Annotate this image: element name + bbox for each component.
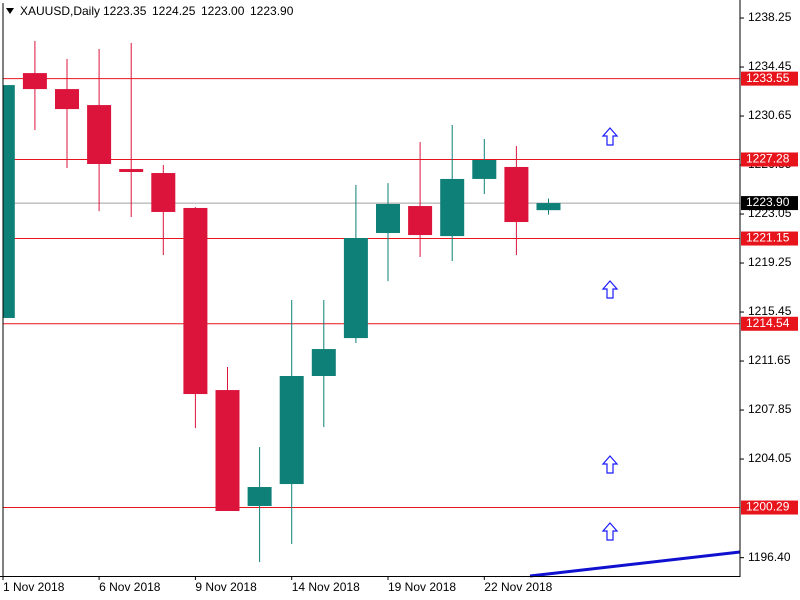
x-tick-label: 14 Nov 2018 (292, 580, 360, 594)
up-arrow (601, 455, 619, 474)
candle-body (247, 487, 272, 506)
symbol-title: XAUUSD,Daily (20, 4, 100, 18)
y-tick-label: 1196.40 (748, 550, 791, 564)
last-price-label: 1223.90 (746, 195, 790, 209)
y-tick-label: 1211.65 (748, 353, 791, 367)
candle-body (536, 203, 561, 211)
x-tick-label: 22 Nov 2018 (484, 580, 552, 594)
candle-body (55, 89, 79, 110)
candle-body (279, 375, 304, 485)
header-low: 1223.00 (201, 4, 245, 18)
candle-body (151, 173, 176, 212)
up-arrow (601, 280, 619, 299)
candle-body (183, 207, 208, 395)
trend-line (529, 550, 741, 578)
level-label-box (741, 152, 798, 167)
header-close: 1223.90 (250, 4, 294, 18)
level-label-box (741, 231, 798, 246)
level-label-box (741, 71, 798, 86)
y-tick-label: 1215.45 (748, 304, 792, 318)
level-label: 1214.54 (746, 316, 790, 330)
x-tick-label: 6 Nov 2018 (99, 580, 161, 594)
level-label-box (741, 500, 798, 515)
candle-body (215, 390, 240, 512)
candle-body (343, 238, 368, 339)
header-high: 1224.25 (152, 4, 196, 18)
last-price-box (741, 196, 798, 211)
y-tick-label: 1207.85 (748, 402, 792, 416)
y-tick-label: 1204.05 (748, 451, 792, 465)
y-tick-label: 1234.45 (748, 59, 792, 73)
y-tick-label: 1230.65 (748, 108, 792, 122)
candle-body (22, 73, 47, 90)
y-tick-label: 1219.25 (748, 255, 792, 269)
candle-body (440, 178, 465, 237)
x-tick-label: 9 Nov 2018 (195, 580, 257, 594)
level-label: 1200.29 (746, 500, 790, 514)
candle-body (504, 166, 529, 223)
candle-body (87, 105, 112, 164)
candle-body (3, 85, 15, 318)
level-label: 1233.55 (746, 71, 790, 85)
x-tick-label: 19 Nov 2018 (388, 580, 456, 594)
arrows (601, 127, 619, 541)
y-tick-label: 1238.25 (748, 10, 792, 24)
candle-body (376, 203, 400, 233)
header-open: 1223.35 (103, 4, 147, 18)
candle-body (472, 160, 497, 179)
menu-triangle (6, 8, 14, 14)
level-label-box (741, 316, 798, 331)
level-label: 1227.28 (746, 152, 790, 166)
x-tick-label: 1 Nov 2018 (3, 580, 65, 594)
candle-body (119, 169, 144, 172)
candle-body (408, 206, 433, 236)
up-arrow (601, 522, 619, 541)
candle-body (311, 349, 336, 376)
up-arrow (601, 127, 619, 146)
level-label: 1221.15 (746, 231, 790, 245)
